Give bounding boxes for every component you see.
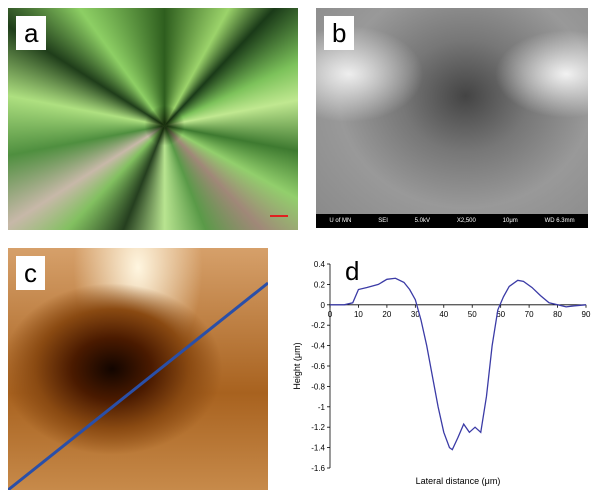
- x-tick-label: 10: [354, 310, 363, 319]
- figure: a b U of MNSEI5.0kVX2,50010μmWD 6.3mm c …: [0, 0, 594, 494]
- x-tick-label: 40: [439, 310, 448, 319]
- x-axis-label: Lateral distance (μm): [416, 476, 501, 486]
- x-tick-label: 20: [382, 310, 391, 319]
- chart: d Lateral distance (μm) Height (μm) 0.4 0…: [0, 0, 594, 494]
- y-tick-label: -0.4: [311, 342, 325, 351]
- x-tick-label: 80: [553, 310, 562, 319]
- y-tick-label: -1.6: [311, 464, 325, 473]
- panel-label: d: [345, 256, 359, 286]
- x-tick-label: 70: [525, 310, 534, 319]
- y-tick-label: 0.2: [314, 280, 326, 289]
- y-tick-label: 0: [321, 301, 326, 310]
- x-tick-label: 90: [582, 310, 591, 319]
- x-tick-label: 50: [468, 310, 477, 319]
- y-tick-label: -0.2: [311, 321, 325, 330]
- y-tick-label: -0.6: [311, 362, 325, 371]
- y-tick-label: -1.2: [311, 423, 325, 432]
- y-axis-label: Height (μm): [292, 342, 302, 389]
- y-tick-label: -1: [318, 403, 326, 412]
- x-tick-label: 0: [328, 310, 333, 319]
- y-tick-label: -1.4: [311, 444, 325, 453]
- data-line: [330, 278, 586, 449]
- y-tick-label: -0.8: [311, 382, 325, 391]
- y-tick-label: 0.4: [314, 260, 326, 269]
